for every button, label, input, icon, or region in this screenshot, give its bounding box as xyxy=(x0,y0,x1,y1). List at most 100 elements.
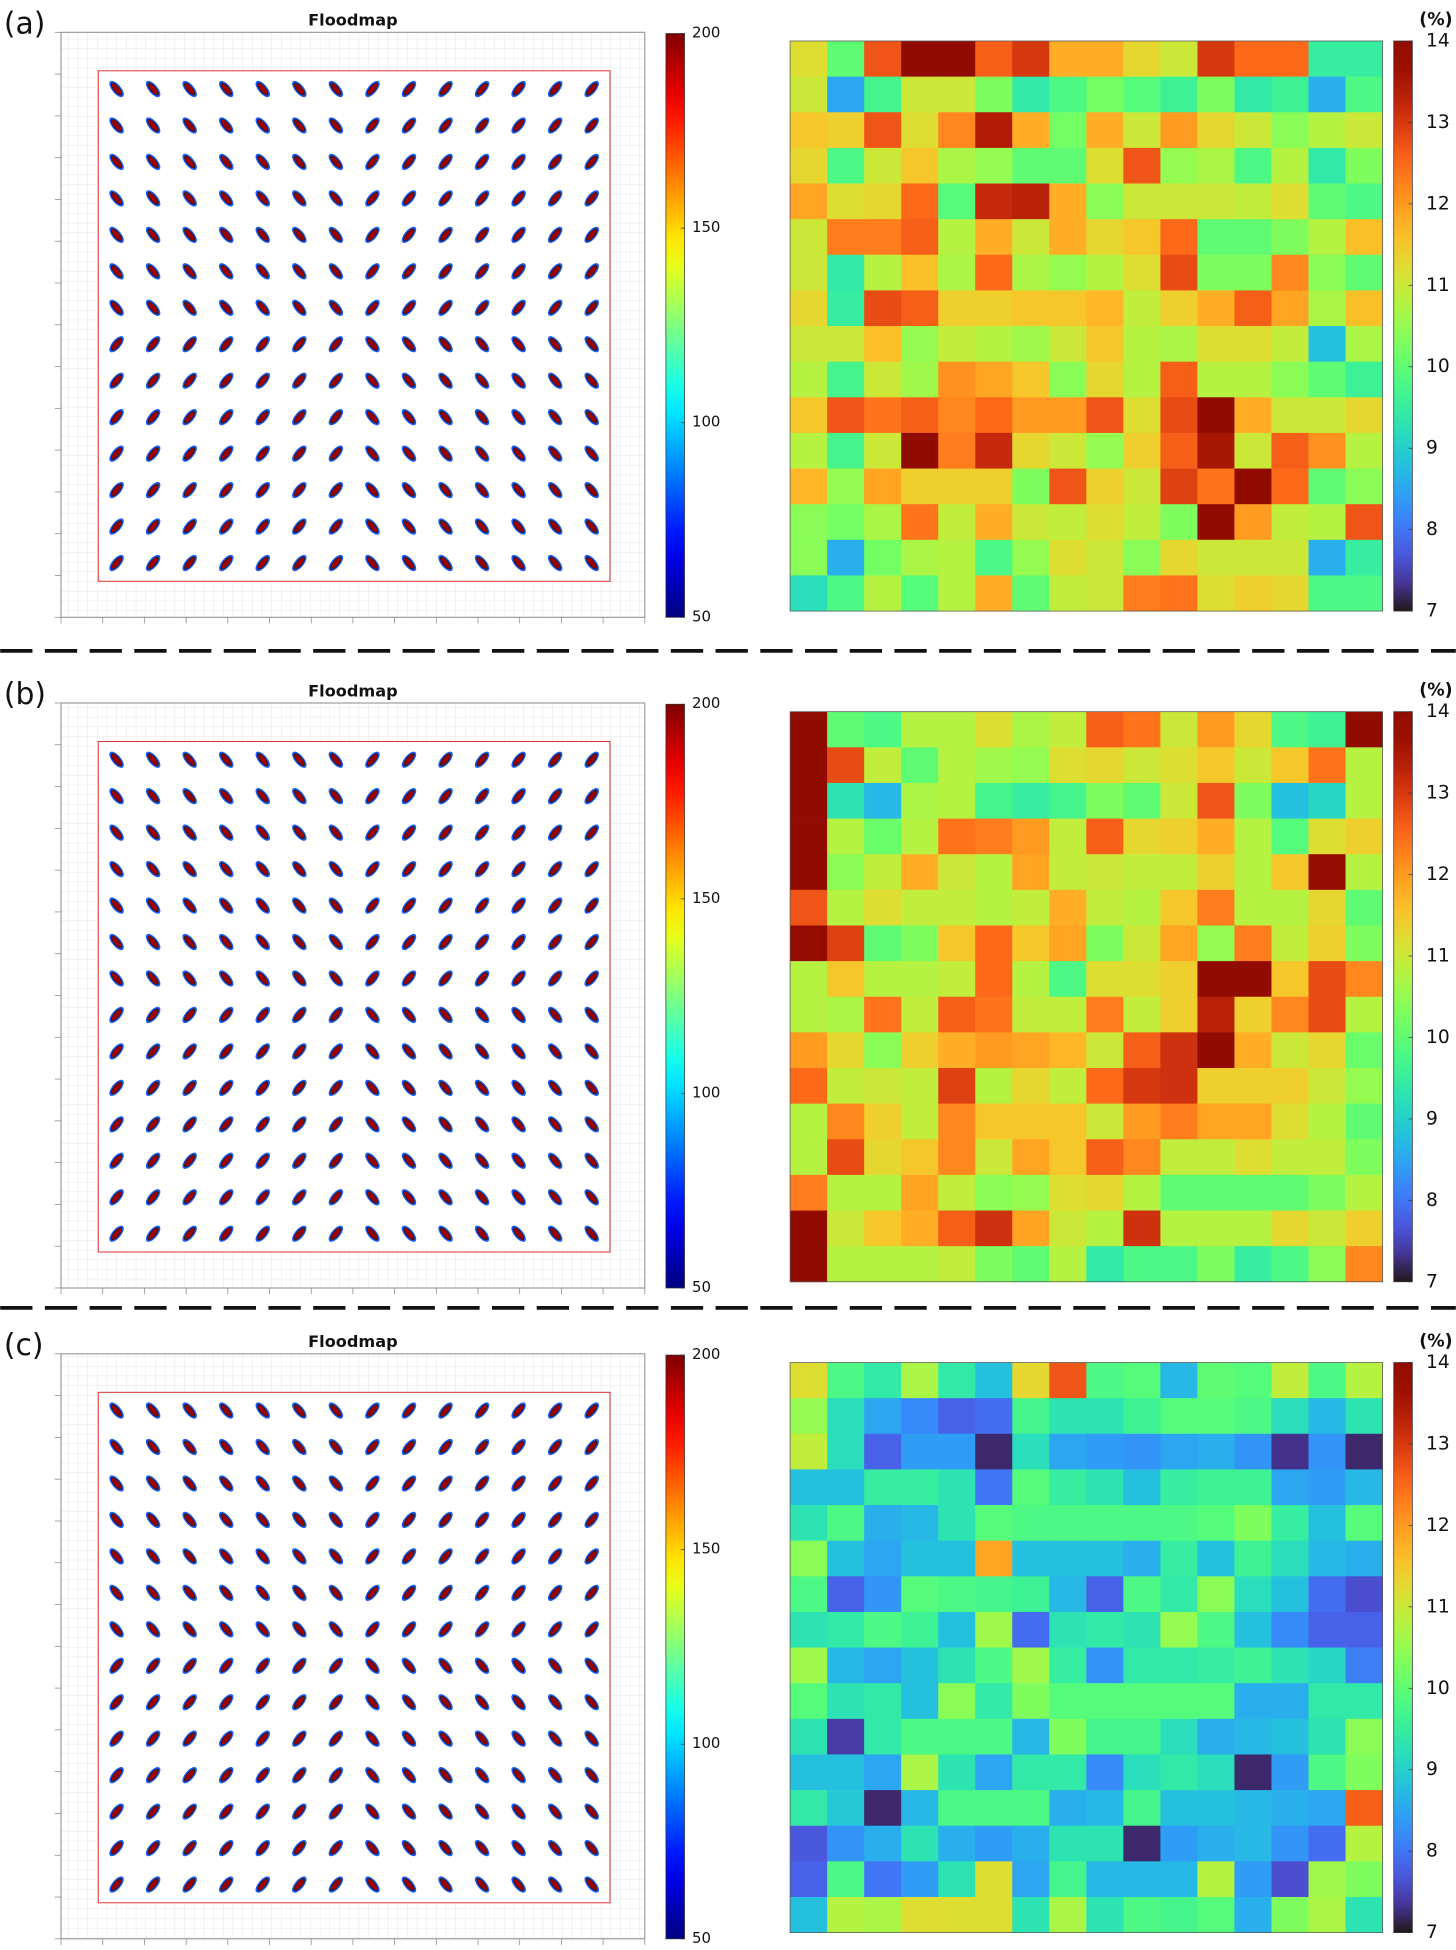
heat-cell xyxy=(827,41,864,77)
heat-cell xyxy=(1346,433,1383,469)
heat-cell xyxy=(1160,77,1197,113)
heat-cell xyxy=(1012,747,1049,783)
heat-cell xyxy=(1123,469,1160,505)
heat-cell xyxy=(1012,1246,1049,1282)
heat-cell xyxy=(1271,747,1308,783)
heat-cell xyxy=(1234,575,1271,611)
heat-cell xyxy=(975,1576,1012,1612)
heat-cell xyxy=(1086,433,1123,469)
heat-cell xyxy=(1234,1683,1271,1719)
heat-cell xyxy=(1271,1363,1308,1399)
heat-cell xyxy=(1346,1754,1383,1790)
heat-cell xyxy=(1086,504,1123,540)
heat-cell xyxy=(790,255,827,291)
heat-cell xyxy=(1271,184,1308,220)
heat-cell xyxy=(1197,747,1234,783)
heat-cell xyxy=(1234,290,1271,326)
heat-cell xyxy=(1012,184,1049,220)
heat-cell xyxy=(1308,290,1345,326)
heat-cell xyxy=(1271,1790,1308,1826)
heat-cell xyxy=(827,1505,864,1541)
heat-cell xyxy=(1086,1576,1123,1612)
heat-cell xyxy=(827,1541,864,1577)
heat-cell xyxy=(1197,1576,1234,1612)
heat-cell xyxy=(1234,1612,1271,1648)
heat-cell xyxy=(1271,255,1308,291)
heat-cell xyxy=(864,469,901,505)
heat-cell xyxy=(864,1104,901,1140)
heat-cell xyxy=(901,575,938,611)
heat-cell xyxy=(1123,1139,1160,1175)
colorbar-tick-label: 200 xyxy=(692,694,720,712)
heat-cell xyxy=(1123,1897,1160,1933)
heat-cell xyxy=(1012,433,1049,469)
heat-cell xyxy=(864,1861,901,1897)
heat-cell xyxy=(901,1576,938,1612)
heat-cell xyxy=(827,1683,864,1719)
heat-cell xyxy=(864,219,901,255)
heat-cell xyxy=(1271,77,1308,113)
heat-cell xyxy=(1123,397,1160,433)
heat-cell xyxy=(1234,1505,1271,1541)
heat-cell xyxy=(901,783,938,819)
heat-cell xyxy=(975,890,1012,926)
heat-cell xyxy=(1049,1648,1086,1684)
heat-cell xyxy=(901,1505,938,1541)
heat-cell xyxy=(1012,854,1049,890)
heat-cell xyxy=(790,1861,827,1897)
heat-cell xyxy=(1271,1434,1308,1470)
heat-cell xyxy=(1308,1246,1345,1282)
heat-cell xyxy=(1271,1719,1308,1755)
heat-cell xyxy=(1123,148,1160,184)
heat-cell xyxy=(1086,1612,1123,1648)
heat-cell xyxy=(938,504,975,540)
heat-cell xyxy=(975,1612,1012,1648)
heat-cell xyxy=(1086,575,1123,611)
heat-cell xyxy=(827,1612,864,1648)
heat-cell xyxy=(790,219,827,255)
heat-cell xyxy=(1234,1576,1271,1612)
heat-cell xyxy=(827,397,864,433)
heat-cell xyxy=(1160,1068,1197,1104)
heat-cell xyxy=(1123,747,1160,783)
heat-cell xyxy=(790,1576,827,1612)
heat-cell xyxy=(1234,1139,1271,1175)
heat-cell xyxy=(1271,1754,1308,1790)
heat-cell xyxy=(1123,1826,1160,1862)
heat-cell xyxy=(1086,1683,1123,1719)
heat-cell xyxy=(1234,961,1271,997)
heat-cell xyxy=(1123,1861,1160,1897)
heat-cell xyxy=(901,1068,938,1104)
heat-cell xyxy=(901,41,938,77)
heat-cell xyxy=(1160,1434,1197,1470)
heat-cell xyxy=(1234,1068,1271,1104)
heat-cell xyxy=(1012,890,1049,926)
heat-cell xyxy=(1160,1612,1197,1648)
heat-cell xyxy=(975,148,1012,184)
heat-cell xyxy=(938,41,975,77)
heat-cell xyxy=(790,326,827,362)
heat-cell xyxy=(1308,1434,1345,1470)
heat-cell xyxy=(1086,1754,1123,1790)
heat-cell xyxy=(1271,1032,1308,1068)
heat-cell xyxy=(1086,326,1123,362)
heat-cell xyxy=(901,255,938,291)
heat-cell xyxy=(1123,712,1160,748)
heat-cell xyxy=(938,997,975,1033)
heat-cell xyxy=(1086,1541,1123,1577)
heat-cell xyxy=(938,1754,975,1790)
heat-cell xyxy=(1123,890,1160,926)
heat-cell xyxy=(1197,1612,1234,1648)
heat-cell xyxy=(1086,1434,1123,1470)
colorbar-tick-label: 12 xyxy=(1426,1515,1450,1536)
heat-cell xyxy=(1197,112,1234,148)
heat-cell xyxy=(864,1826,901,1862)
heat-cell xyxy=(975,433,1012,469)
heat-cell xyxy=(1346,1211,1383,1247)
heat-cell xyxy=(1234,362,1271,398)
heat-cell xyxy=(1308,783,1345,819)
heat-cell xyxy=(1123,1576,1160,1612)
heat-cell xyxy=(938,747,975,783)
heat-cell xyxy=(938,219,975,255)
